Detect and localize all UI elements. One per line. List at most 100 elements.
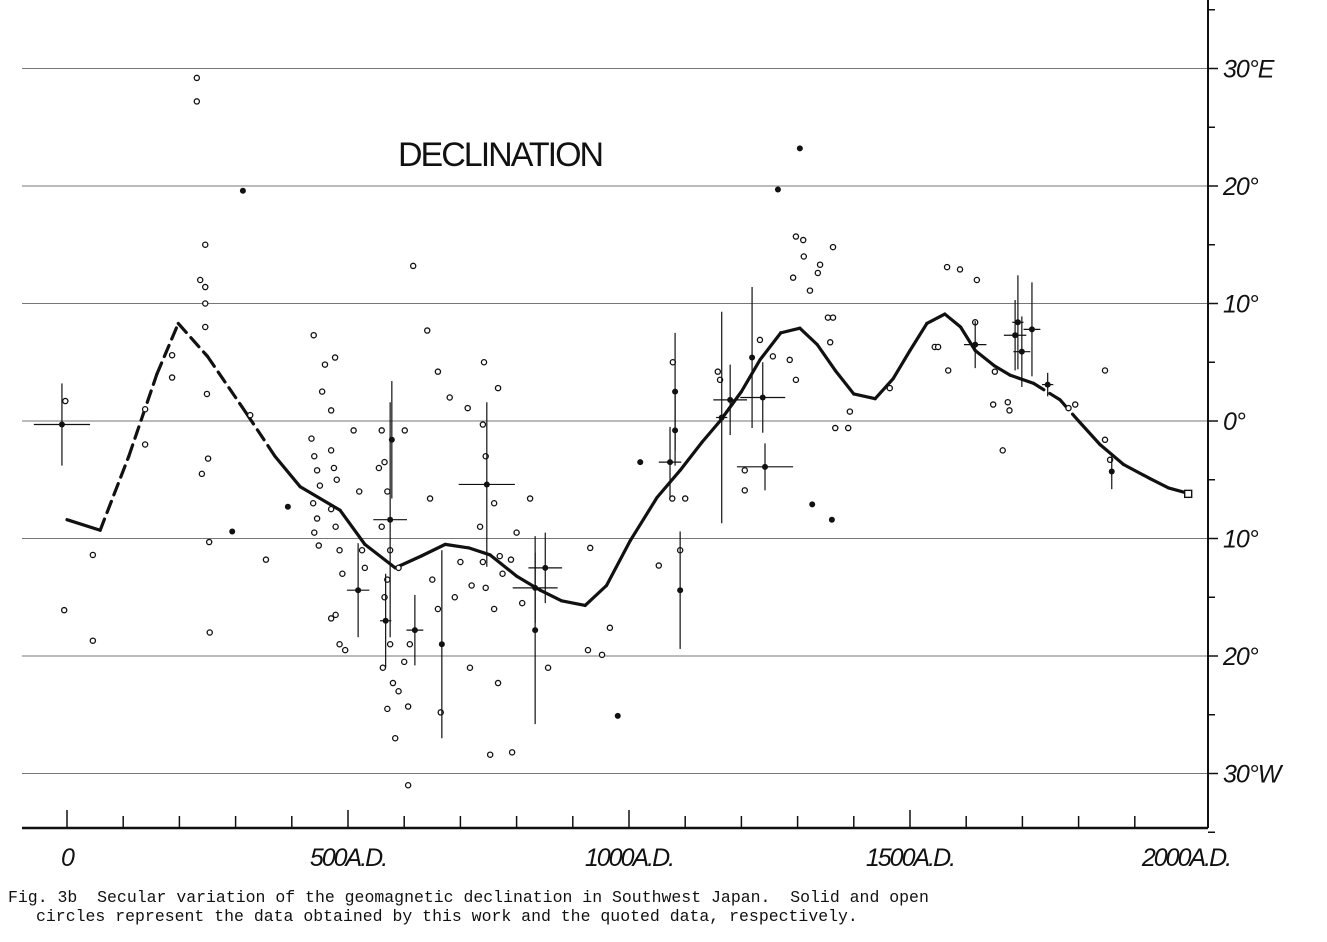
y-tick-label: 30°E — [1223, 56, 1275, 84]
open-circle-point — [313, 515, 321, 522]
open-circle-point — [141, 441, 149, 448]
open-circle-point — [507, 556, 515, 563]
curve-segment — [852, 392, 877, 401]
open-circle-point — [246, 411, 254, 419]
open-circle-point — [437, 709, 444, 716]
solid-circle-point — [667, 459, 674, 466]
open-circle-point — [1101, 367, 1109, 374]
open-circle-point — [468, 582, 475, 589]
curve-segment — [1076, 419, 1102, 447]
solid-circle-point — [762, 463, 769, 470]
open-circle-point — [1006, 407, 1013, 414]
open-circle-point — [829, 243, 837, 251]
error-bar-point — [740, 362, 786, 433]
open-circle-point — [769, 353, 777, 360]
curve-segment — [700, 419, 722, 444]
y-tick-label: 30°W — [1223, 761, 1284, 789]
open-circle-point — [204, 455, 212, 462]
open-circle-point — [476, 523, 484, 531]
error-bar-point — [1042, 372, 1054, 397]
open-circle-point — [409, 262, 417, 270]
open-circle-point — [886, 384, 894, 392]
open-circle-point — [331, 354, 339, 361]
solid-circle-point — [727, 396, 734, 403]
chart-title: DECLINATION — [398, 136, 602, 174]
open-circle-point — [141, 405, 149, 413]
curve-segment — [1058, 398, 1081, 423]
curve-segment — [245, 412, 277, 458]
open-circle-point — [333, 476, 341, 483]
open-circle-point — [944, 367, 952, 374]
solid-circle-point — [718, 414, 725, 421]
open-circle-point — [799, 236, 807, 244]
open-circle-point — [1065, 404, 1072, 412]
open-circle-point — [494, 679, 502, 687]
open-circle-point — [792, 233, 800, 240]
curve-segment — [779, 326, 802, 335]
error-bar-point — [713, 364, 748, 436]
open-circle-point — [526, 495, 534, 502]
caption-line-1: Fig. 3b Secular variation of the geomagn… — [8, 888, 929, 907]
open-circle-point — [389, 679, 397, 687]
open-circle-point — [714, 368, 722, 375]
open-circle-point — [206, 629, 213, 636]
solid-circle-point — [749, 354, 756, 361]
solid-circle-point — [828, 516, 835, 523]
open-circle-point — [378, 523, 385, 531]
open-circle-point — [341, 646, 349, 654]
open-circle-point — [386, 641, 394, 648]
y-tick-label: 10° — [1223, 291, 1259, 319]
error-bar-point — [672, 395, 679, 466]
y-tick-label: 20° — [1222, 643, 1259, 671]
error-bar-point — [532, 536, 539, 725]
curve-segment — [559, 599, 587, 608]
open-circle-point — [336, 547, 343, 554]
open-circle-point — [513, 529, 520, 536]
open-circle-point — [168, 351, 176, 359]
curve-segment — [205, 354, 249, 416]
error-bar-point — [736, 443, 794, 491]
solid-circle-point — [1014, 319, 1021, 326]
curve-segment — [273, 454, 302, 489]
open-circle-point — [316, 482, 324, 489]
solid-circle-point — [411, 627, 418, 634]
solid-circle-point — [774, 186, 781, 193]
open-circle-point — [391, 735, 399, 742]
open-circle-point — [496, 552, 503, 560]
open-circle-point — [829, 314, 837, 321]
curve-segment — [1148, 476, 1171, 490]
open-circle-point — [943, 263, 951, 271]
solid-circle-point — [637, 459, 644, 466]
open-circle-point — [311, 452, 318, 460]
open-circle-point — [330, 464, 338, 472]
error-bar-point — [528, 532, 563, 604]
curve-segment — [758, 331, 783, 362]
x-tick-label: 0 — [61, 844, 75, 872]
open-circle-point — [999, 447, 1006, 454]
x-tick-label: 1500A.D. — [866, 844, 954, 872]
error-bar-point — [1003, 299, 1027, 371]
curve-segment — [443, 542, 471, 550]
open-circle-point — [336, 641, 343, 648]
solid-circle-point — [672, 427, 679, 434]
open-circle-point — [464, 404, 471, 412]
open-circle-point — [315, 542, 323, 549]
solid-circle-point — [542, 564, 549, 571]
open-circle-point — [426, 495, 434, 502]
open-circle-point — [482, 584, 489, 592]
open-circle-point — [205, 538, 213, 546]
open-circle-point — [168, 374, 176, 381]
open-circle-point — [400, 658, 408, 666]
solid-circle-point — [1012, 332, 1019, 339]
open-circle-point — [586, 544, 594, 552]
open-circle-point — [789, 274, 797, 281]
solid-circle-point — [284, 503, 291, 510]
curve-segment — [338, 508, 367, 546]
open-circle-point — [311, 529, 318, 536]
open-circle-point — [89, 551, 97, 559]
curve-segment — [873, 377, 895, 401]
curve-segment — [958, 325, 977, 353]
open-circle-point — [832, 424, 839, 432]
open-circle-point — [486, 751, 494, 758]
curve-segment — [908, 321, 929, 353]
